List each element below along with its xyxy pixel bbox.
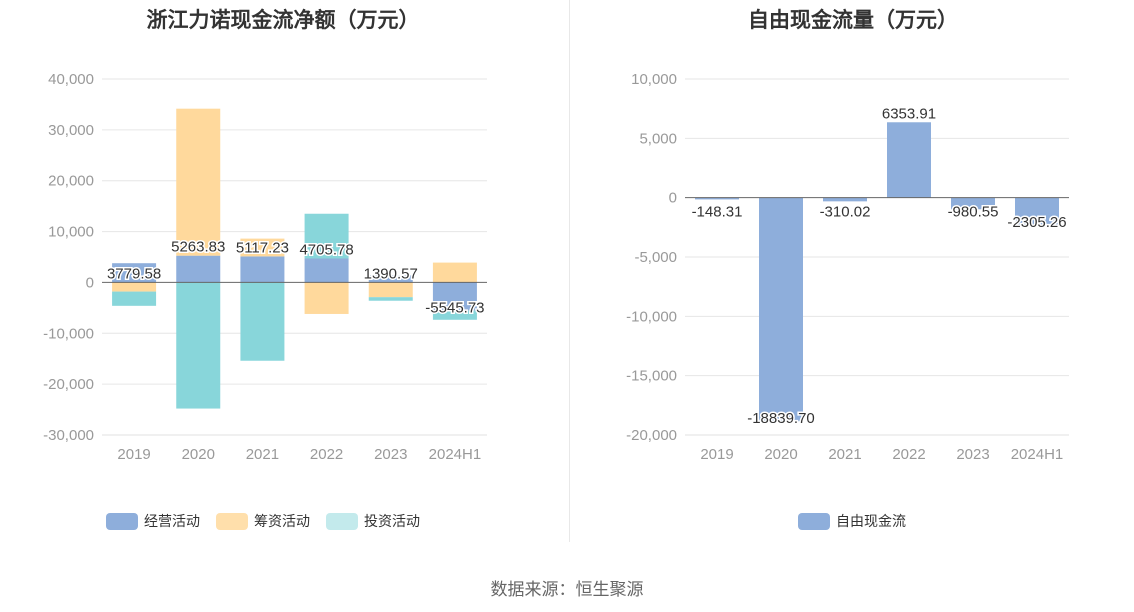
bar-2-2023 <box>368 282 413 298</box>
x-tick-label: 2020 <box>182 446 215 463</box>
data-label: -310.02 <box>820 204 871 221</box>
bars <box>695 122 1059 422</box>
data-label: 5117.23 <box>236 239 289 256</box>
bar-3-2023 <box>368 297 413 301</box>
y-tick-label: -20,000 <box>626 427 677 444</box>
data-label: -2305.26 <box>1007 214 1066 231</box>
bar-1-2019 <box>695 197 739 200</box>
bar-3-2020 <box>176 282 221 409</box>
y-tick-label: -30,000 <box>43 427 94 444</box>
right-chart-title: 自由现金流量（万元） <box>748 9 958 32</box>
y-tick-label: -10,000 <box>626 308 677 325</box>
bar-2-2020 <box>176 108 221 256</box>
bar-3-2024H1 <box>432 310 477 320</box>
legend-label-operating: 经营活动 <box>144 513 200 529</box>
legend-label-investing: 投资活动 <box>364 513 420 529</box>
y-tick-label: 10,000 <box>631 71 677 88</box>
y-tick-label: -20,000 <box>43 376 94 393</box>
y-tick-label: 30,000 <box>48 122 94 139</box>
y-tick-label: 40,000 <box>48 71 94 88</box>
legend-label-free-cashflow: 自由现金流 <box>836 513 906 529</box>
bar-1-2023 <box>951 197 995 210</box>
x-tick-label: 2021 <box>246 446 279 463</box>
free-cashflow-chart: -20,000 -15,000 -10,000 -5,000 0 5,000 10,000 2… <box>626 71 1069 463</box>
bar-3-2019 <box>112 291 157 306</box>
bar-1-2019 <box>112 263 157 283</box>
data-label: -980.55 <box>948 204 999 221</box>
y-tick-label: 10,000 <box>48 224 94 241</box>
bar-1-2020 <box>176 255 221 283</box>
x-tick-label: 2020 <box>764 446 797 463</box>
bar-1-2022 <box>304 258 349 283</box>
legend-swatch-operating <box>106 512 138 530</box>
bar-2-2024H1 <box>432 262 477 283</box>
x-tick-label: 2022 <box>310 446 343 463</box>
x-tick-label: 2024H1 <box>429 446 482 463</box>
bar-1-2023 <box>368 275 413 283</box>
bar-1-2021 <box>240 256 285 283</box>
x-tick-label: 2021 <box>828 446 861 463</box>
legend-item-operating[interactable]: 经营活动 <box>106 511 200 531</box>
data-label: -148.31 <box>692 204 743 221</box>
data-label: -18839.70 <box>747 410 815 427</box>
net-cashflow-chart: -30,000 -20,000 -10,000 0 10,000 20,000 30,000… <box>43 71 487 463</box>
y-tick-label: -15,000 <box>626 368 677 385</box>
x-tick-label: 2019 <box>117 446 150 463</box>
legend-swatch-investing <box>326 512 358 530</box>
y-tick-label: 0 <box>86 274 94 291</box>
panel-divider <box>569 0 570 542</box>
legend-label-financing: 筹资活动 <box>254 513 310 529</box>
x-tick-label: 2023 <box>374 446 407 463</box>
data-label: -5545.73 <box>425 300 484 317</box>
bar-2-2019 <box>112 282 157 292</box>
data-label: 4705.78 <box>299 241 353 258</box>
legend-item-financing[interactable]: 筹资活动 <box>216 511 310 531</box>
bar-1-2024H1 <box>432 282 477 311</box>
data-label: 5263.83 <box>171 239 225 256</box>
x-tick-label: 2024H1 <box>1011 446 1064 463</box>
y-tick-label: -10,000 <box>43 325 94 342</box>
bar-2-2021 <box>240 238 285 257</box>
bars <box>112 108 477 409</box>
data-label: 3779.58 <box>107 265 161 282</box>
legend-item-free-cashflow[interactable]: 自由现金流 <box>798 511 906 531</box>
bar-1-2024H1 <box>1015 197 1059 226</box>
bar-1-2022 <box>887 122 931 198</box>
y-tick-label: 5,000 <box>639 130 677 147</box>
data-label: 6353.91 <box>882 105 936 122</box>
left-legend: 经营活动 筹资活动 投资活动 <box>106 511 420 531</box>
x-tick-label: 2022 <box>892 446 925 463</box>
bar-2-2022 <box>304 282 349 314</box>
bar-3-2022 <box>304 213 349 259</box>
y-tick-label: 0 <box>669 190 677 207</box>
legend-swatch-financing <box>216 512 248 530</box>
legend-item-investing[interactable]: 投资活动 <box>326 511 420 531</box>
left-chart-title: 浙江力诺现金流净额（万元） <box>146 9 420 32</box>
bar-3-2021 <box>240 282 285 361</box>
data-source: 数据来源：恒生聚源 <box>490 580 644 599</box>
right-legend: 自由现金流 <box>798 511 906 531</box>
y-tick-label: -5,000 <box>634 249 677 266</box>
x-tick-label: 2023 <box>956 446 989 463</box>
legend-swatch-free-cashflow <box>798 512 830 530</box>
data-label: 1390.57 <box>364 265 418 282</box>
x-tick-label: 2019 <box>700 446 733 463</box>
y-tick-label: 20,000 <box>48 173 94 190</box>
bar-1-2020 <box>759 197 803 422</box>
bar-1-2021 <box>823 197 867 202</box>
